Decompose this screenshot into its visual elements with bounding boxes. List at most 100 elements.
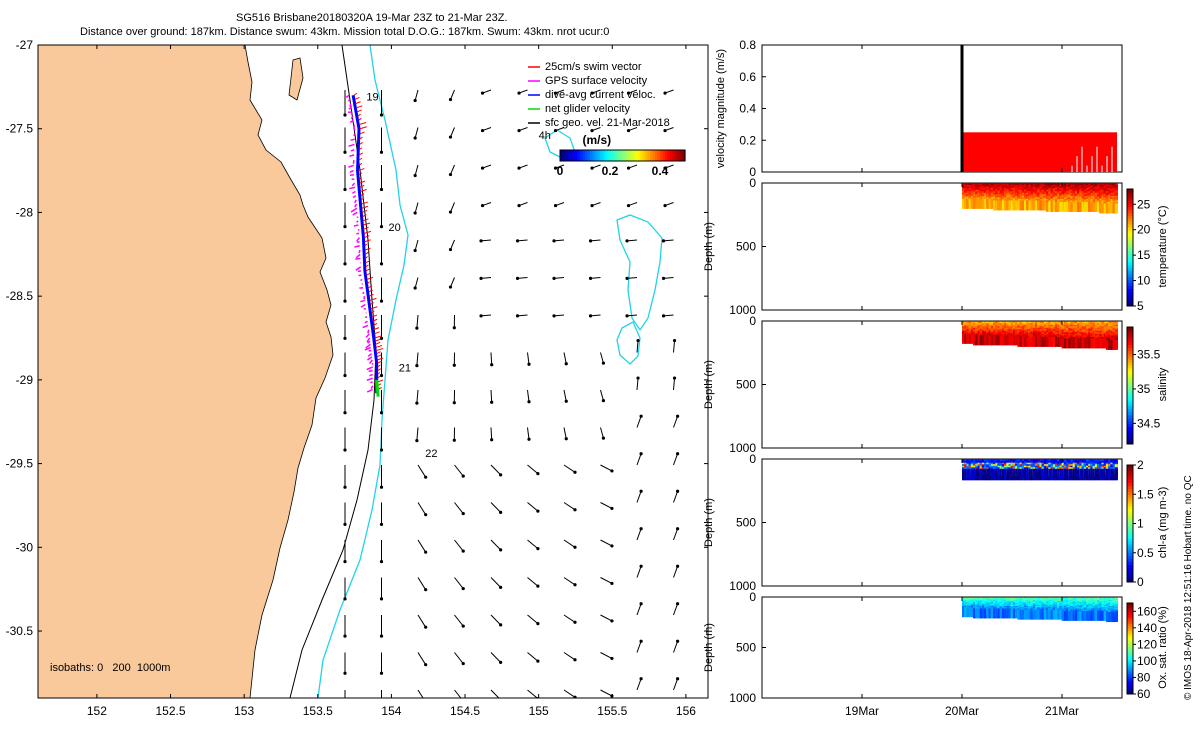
- velocity-arrow: [490, 352, 493, 365]
- profile-cell: [1035, 200, 1039, 211]
- gps-vector: [370, 381, 373, 384]
- colorbar-cell: [615, 150, 619, 161]
- swim-vector: [366, 272, 371, 276]
- panel-colorbar-cell: [1127, 673, 1133, 677]
- profile-cell: [975, 608, 979, 619]
- profile-cell: [1052, 336, 1056, 347]
- profile-cell: [1097, 338, 1101, 349]
- panel-colorbar-cell: [1127, 291, 1133, 295]
- velocity-arrow: [527, 652, 539, 662]
- swim-vector: [370, 306, 378, 310]
- profile-cell: [1019, 609, 1023, 620]
- colorbar-cell: [590, 150, 594, 161]
- velocity-arrow-head: [536, 471, 540, 476]
- velocity-arrow: [553, 314, 565, 317]
- velocity-arrow-head: [626, 166, 631, 170]
- gps-vector: [349, 154, 355, 158]
- panel-colorbar-cell: [1127, 488, 1133, 492]
- panel-colorbar-cell: [1127, 344, 1133, 348]
- profile-cell: [1001, 608, 1005, 619]
- map-x-tick-label: 152.5: [156, 704, 186, 718]
- velocity-arrow: [490, 689, 500, 698]
- velocity-arrow-head: [639, 564, 643, 568]
- profile-cell: [1021, 609, 1025, 620]
- panel-colorbar-cell: [1127, 653, 1133, 656]
- panel-colorbar-cell: [1127, 303, 1133, 307]
- profile-cell: [1114, 612, 1118, 623]
- panel-colorbar-cell: [1127, 267, 1133, 272]
- colorbar-cell: [582, 150, 586, 161]
- panel-colorbar-cell: [1127, 558, 1133, 563]
- panel-colorbar-tick-label: 25: [1137, 197, 1151, 211]
- profile-cell: [1088, 470, 1092, 481]
- panel-colorbar-cell: [1127, 567, 1133, 571]
- panel-colorbar-cell: [1127, 632, 1133, 636]
- profile-cell: [1050, 336, 1054, 347]
- velocity-arrow: [454, 614, 464, 627]
- velocity-arrow: [417, 577, 427, 590]
- profile-cell: [1024, 200, 1028, 211]
- profile-cell: [993, 608, 997, 619]
- swim-vector: [370, 302, 374, 305]
- velocity-arrow: [663, 277, 674, 279]
- profile-cell: [1110, 470, 1114, 481]
- velocity-arrow: [527, 539, 539, 549]
- panel-colorbar-cell: [1127, 668, 1133, 672]
- panel-colorbar-cell: [1127, 359, 1133, 363]
- velocity-arrow: [527, 352, 530, 365]
- profile-cell: [1017, 336, 1021, 347]
- velocity-arrow-head: [343, 560, 347, 564]
- land-polygon: [38, 45, 334, 698]
- velocity-arrow: [450, 202, 455, 213]
- profile-cell: [1043, 200, 1048, 211]
- velocity-arrow-head: [676, 414, 680, 418]
- day-label: 19: [366, 91, 378, 103]
- swim-vector: [359, 141, 363, 145]
- swim-vector: [376, 351, 381, 355]
- swim-vector: [373, 327, 380, 331]
- velocity-arrow-head: [639, 527, 643, 531]
- colorbar-frame: [559, 149, 686, 162]
- colorbar-cell: [607, 150, 611, 161]
- panel-colorbar-frame: [1126, 326, 1134, 445]
- panel-colorbar-cell: [1127, 612, 1133, 615]
- panel-colorbar-tick-label: 140: [1137, 621, 1157, 635]
- velocity-arrow: [563, 389, 567, 402]
- profile-cell: [1112, 203, 1116, 214]
- day-label: 22: [425, 448, 437, 460]
- velocity-arrow-head: [480, 91, 485, 95]
- velocity-arrow-head: [343, 634, 347, 638]
- colorbar-cell: [667, 150, 671, 161]
- panel-colorbar-cell: [1127, 411, 1133, 416]
- velocity-arrow-head: [379, 448, 384, 452]
- profile-cell: [1112, 339, 1116, 350]
- panel-colorbar-cell: [1127, 335, 1133, 340]
- profile-cell: [1030, 609, 1034, 620]
- colorbar-cell: [682, 150, 686, 161]
- panel-y-label: velocity magnitude (m/s): [715, 49, 727, 168]
- profile-cell: [964, 333, 968, 344]
- velocity-arrow-head: [343, 262, 347, 266]
- swim-vector: [364, 251, 369, 255]
- profile-cell: [1063, 470, 1067, 481]
- panel-colorbar-cell: [1127, 347, 1133, 351]
- velocity-arrow-head: [672, 376, 677, 380]
- velocity-arrow-head: [672, 338, 677, 343]
- panel-colorbar-tick-label: 100: [1137, 654, 1157, 668]
- profile-cell: [975, 470, 979, 481]
- panel-colorbar-cell: [1127, 405, 1133, 410]
- gps-vector: [362, 291, 365, 295]
- colorbar-cell: [635, 150, 639, 161]
- panel-colorbar-cell: [1127, 579, 1133, 583]
- panel-colorbar-cell: [1127, 684, 1133, 688]
- profile-cell: [1094, 610, 1098, 621]
- gps-vector: [367, 340, 371, 344]
- colorbar-cell: [652, 150, 656, 161]
- panel-colorbar-cell: [1127, 508, 1133, 513]
- panel-colorbar-cell: [1127, 297, 1133, 301]
- dive-avg-track: [351, 94, 379, 394]
- profile-cell: [1108, 470, 1112, 481]
- swim-vector: [362, 209, 368, 213]
- panel-colorbar-cell: [1127, 259, 1133, 263]
- panel-colorbar-cell: [1127, 253, 1133, 257]
